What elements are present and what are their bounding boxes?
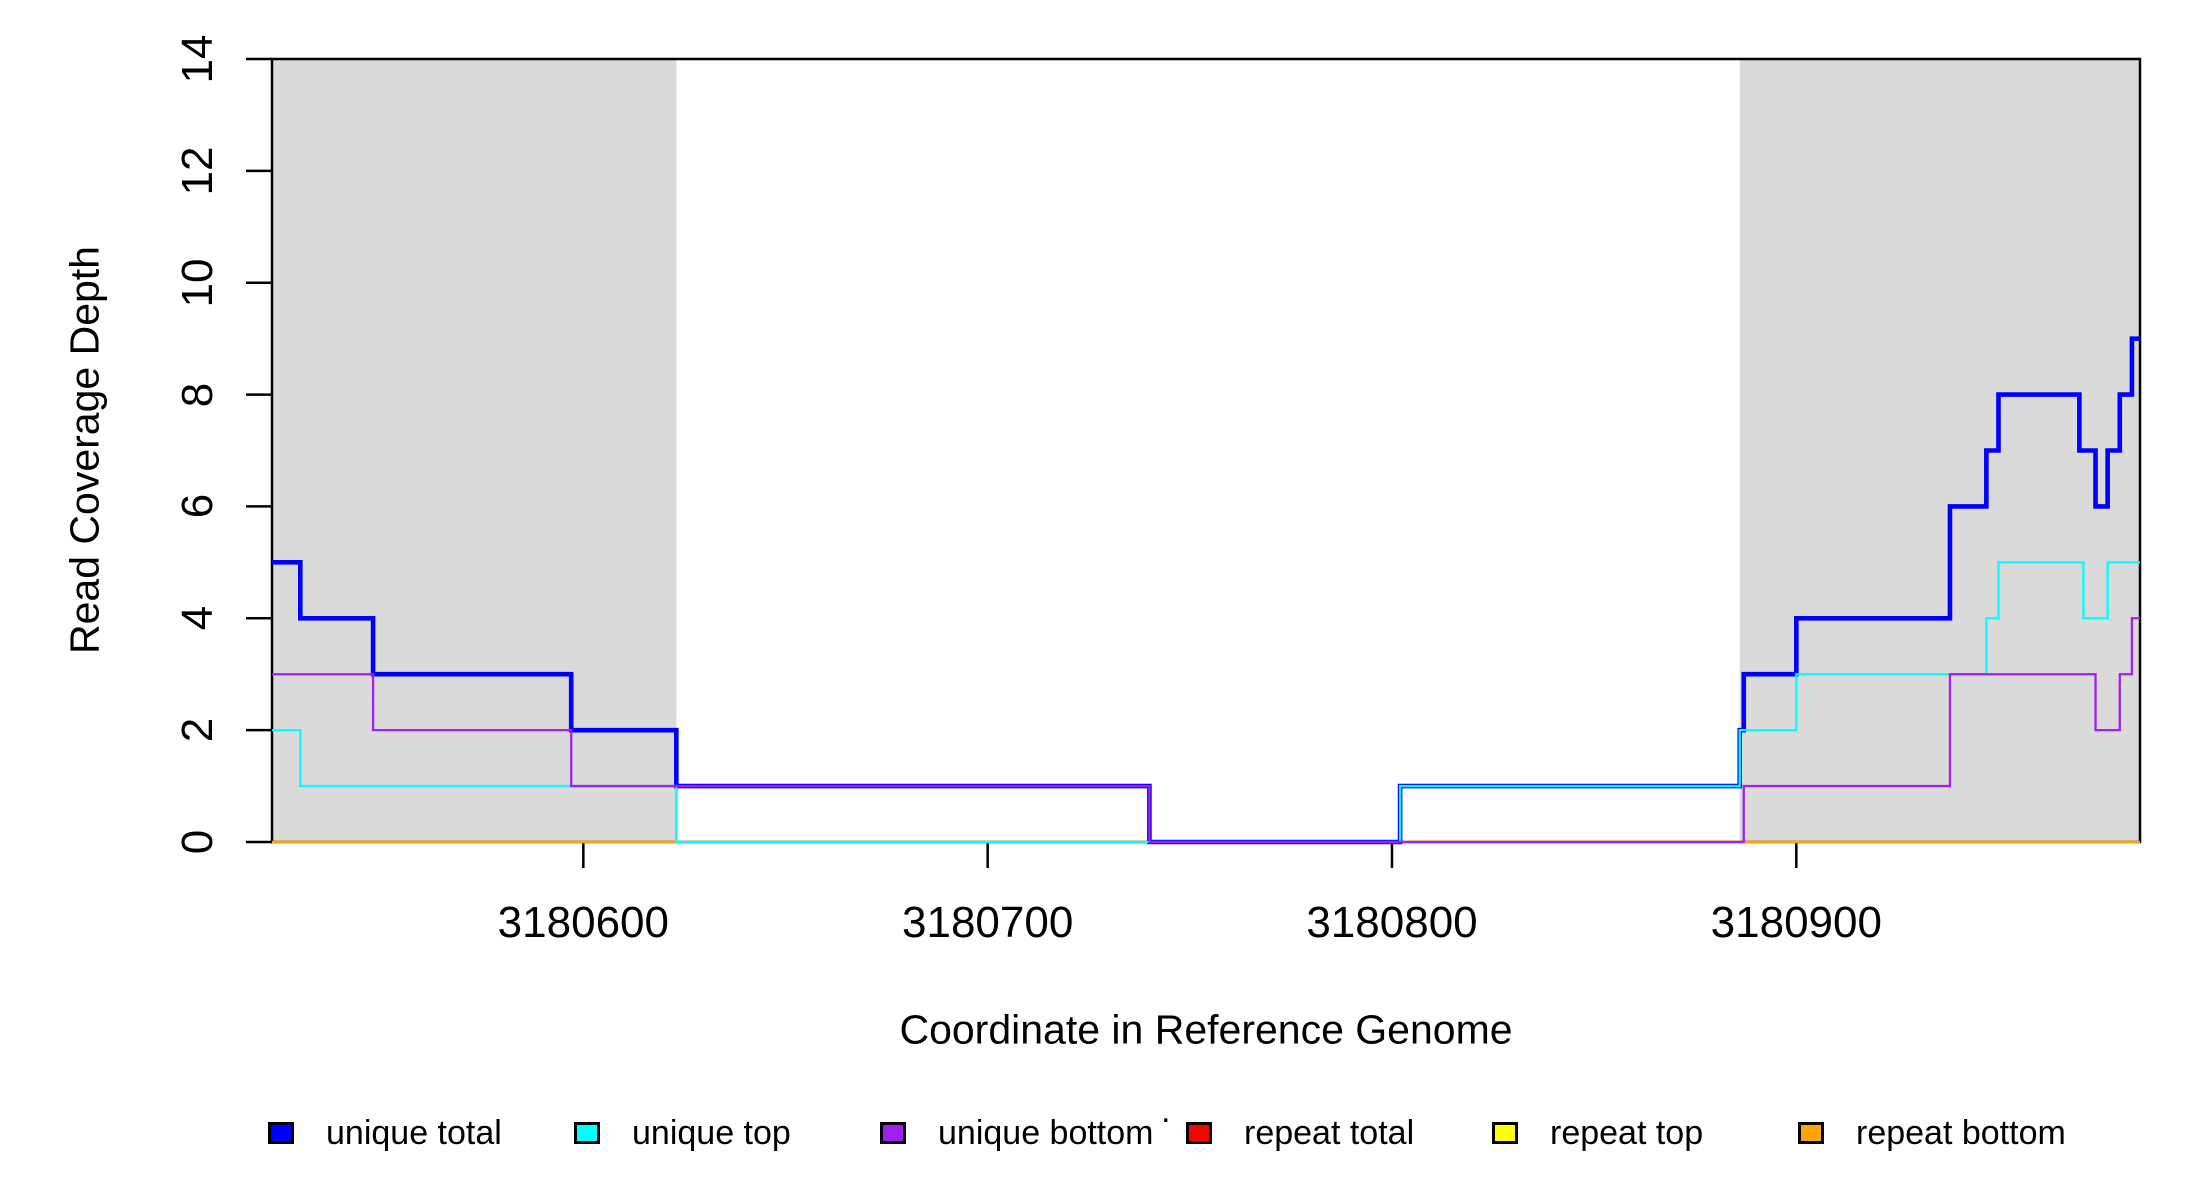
legend-swatch-unique-top	[574, 1122, 600, 1144]
x-axis-title: Coordinate in Reference Genome	[899, 1006, 1513, 1053]
legend-swatch-repeat-bottom	[1798, 1122, 1824, 1144]
legend-label: unique top	[632, 1113, 791, 1152]
legend-swatch-repeat-top	[1492, 1122, 1518, 1144]
legend-label: repeat top	[1550, 1113, 1704, 1152]
repeat-region-left	[272, 59, 677, 842]
legend-swatch-unique-total	[268, 1122, 294, 1144]
legend-item-unique-top: unique top	[574, 1114, 791, 1152]
legend-item-unique-bottom: unique bottom	[880, 1114, 1154, 1152]
legend-item-unique-total: unique total	[268, 1114, 502, 1152]
x-tick-label: 3180600	[497, 898, 669, 947]
legend-label: unique total	[326, 1113, 502, 1152]
legend-item-repeat-top: repeat top	[1492, 1114, 1703, 1152]
x-tick-label: 3180700	[902, 898, 1074, 947]
series-line-unique-bottom	[272, 617, 2140, 844]
series-line-unique-total	[272, 336, 2140, 845]
legend-title-dot: .	[1161, 1092, 1171, 1130]
legend-swatch-repeat-total	[1186, 1122, 1212, 1144]
series-line-unique-top	[272, 561, 2140, 844]
legend-label: repeat total	[1244, 1113, 1415, 1152]
legend-swatch-unique-bottom	[880, 1122, 906, 1144]
legend-label: unique bottom	[938, 1113, 1154, 1152]
x-tick-label: 3180800	[1306, 898, 1478, 947]
x-tick-label: 3180900	[1710, 898, 1882, 947]
legend-item-repeat-bottom: repeat bottom	[1798, 1114, 2066, 1152]
legend-item-repeat-total: repeat total	[1186, 1114, 1414, 1152]
legend-label: repeat bottom	[1856, 1113, 2066, 1152]
repeat-region-right	[1739, 59, 2140, 842]
